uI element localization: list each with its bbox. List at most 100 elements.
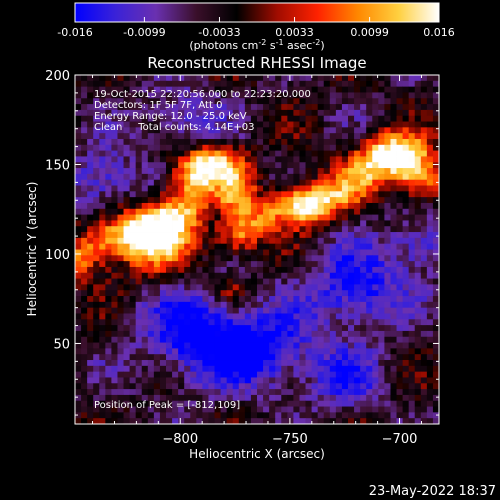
heatmap-cell: [81, 255, 88, 262]
heatmap-cell: [214, 150, 221, 157]
heatmap-cell: [390, 284, 397, 291]
heatmap-cell: [299, 354, 306, 361]
heatmap-cell: [348, 75, 355, 82]
heatmap-cell: [214, 109, 221, 117]
heatmap-cell: [432, 377, 440, 384]
heatmap-cell: [366, 202, 373, 210]
heatmap-cell: [214, 226, 221, 233]
heatmap-cell: [378, 278, 385, 285]
heatmap-cell: [329, 220, 337, 227]
heatmap-cell: [159, 232, 167, 239]
heatmap-cell: [366, 418, 373, 425]
heatmap-cell: [287, 144, 294, 152]
heatmap-cell: [402, 185, 410, 192]
heatmap-cell: [305, 412, 312, 419]
heatmap-cell: [275, 109, 282, 117]
heatmap-cell: [190, 150, 197, 157]
heatmap-cell: [426, 383, 434, 390]
heatmap-cell: [390, 266, 397, 274]
heatmap-cell: [190, 237, 197, 245]
heatmap-cell: [341, 284, 349, 291]
heatmap-cell: [129, 104, 137, 111]
heatmap-cell: [402, 179, 410, 186]
heatmap-cell: [226, 214, 234, 221]
heatmap-cell: [293, 360, 300, 367]
heatmap-cell: [123, 255, 130, 262]
heatmap-cell: [117, 75, 124, 82]
heatmap-cell: [123, 197, 130, 204]
heatmap-cell: [305, 220, 312, 227]
heatmap-cell: [354, 133, 361, 140]
heatmap-cell: [220, 284, 228, 291]
heatmap-cell: [408, 348, 416, 355]
heatmap-cell: [81, 80, 88, 88]
heatmap-cell: [354, 272, 361, 279]
heatmap-cell: [372, 98, 379, 105]
heatmap-cell: [323, 278, 331, 285]
heatmap-cell: [226, 156, 234, 163]
heatmap-cell: [354, 173, 361, 181]
heatmap-cell: [111, 197, 118, 204]
heatmap-cell: [202, 290, 209, 297]
heatmap-cell: [111, 202, 118, 210]
heatmap-cell: [123, 115, 130, 122]
heatmap-cell: [299, 173, 306, 181]
heatmap-cell: [123, 394, 130, 402]
heatmap-cell: [384, 115, 391, 122]
heatmap-cell: [117, 272, 124, 279]
heatmap-cell: [281, 202, 288, 210]
heatmap-cell: [396, 168, 403, 175]
heatmap-cell: [111, 156, 118, 163]
heatmap-cell: [293, 394, 300, 402]
heatmap-cell: [420, 237, 428, 245]
heatmap-cell: [238, 98, 246, 105]
heatmap-cell: [335, 412, 343, 419]
heatmap-cell: [202, 104, 209, 111]
heatmap-cell: [335, 226, 343, 233]
heatmap-cell: [196, 360, 203, 367]
heatmap-cell: [366, 150, 373, 157]
heatmap-cell: [390, 394, 397, 402]
heatmap-cell: [238, 290, 246, 297]
heatmap-cell: [414, 168, 422, 175]
heatmap-cell: [372, 383, 379, 390]
heatmap-cell: [287, 150, 294, 157]
heatmap-cell: [317, 86, 325, 93]
heatmap-cell: [232, 98, 240, 105]
heatmap-cell: [420, 377, 428, 384]
heatmap-cell: [159, 284, 167, 291]
heatmap-cell: [153, 214, 161, 221]
heatmap-cell: [348, 92, 355, 99]
heatmap-cell: [99, 127, 106, 134]
heatmap-cell: [214, 156, 221, 163]
heatmap-cell: [81, 214, 88, 221]
heatmap-cell: [232, 121, 240, 128]
heatmap-cell: [293, 237, 300, 245]
heatmap-cell: [317, 144, 325, 152]
heatmap-cell: [147, 220, 155, 227]
heatmap-cell: [426, 354, 434, 361]
heatmap-cell: [244, 360, 252, 367]
heatmap-cell: [396, 104, 403, 111]
heatmap-cell: [329, 168, 337, 175]
heatmap-cell: [335, 104, 343, 111]
heatmap-cell: [111, 301, 118, 309]
heatmap-cell: [299, 290, 306, 297]
heatmap-cell: [366, 261, 373, 268]
heatmap-cell: [232, 185, 240, 192]
heatmap-cell: [196, 86, 203, 93]
heatmap-cell: [414, 75, 422, 82]
heatmap-cell: [99, 179, 106, 186]
heatmap-cell: [263, 255, 270, 262]
heatmap-cell: [123, 325, 130, 332]
heatmap-cell: [293, 336, 300, 343]
heatmap-cell: [196, 179, 203, 186]
heatmap-cell: [184, 400, 191, 407]
heatmap-cell: [135, 220, 143, 227]
heatmap-cell: [232, 202, 240, 210]
heatmap-cell: [299, 255, 306, 262]
heatmap-cell: [244, 406, 252, 413]
heatmap-cell: [263, 220, 270, 227]
heatmap-cell: [178, 290, 185, 297]
heatmap-cell: [232, 75, 240, 82]
